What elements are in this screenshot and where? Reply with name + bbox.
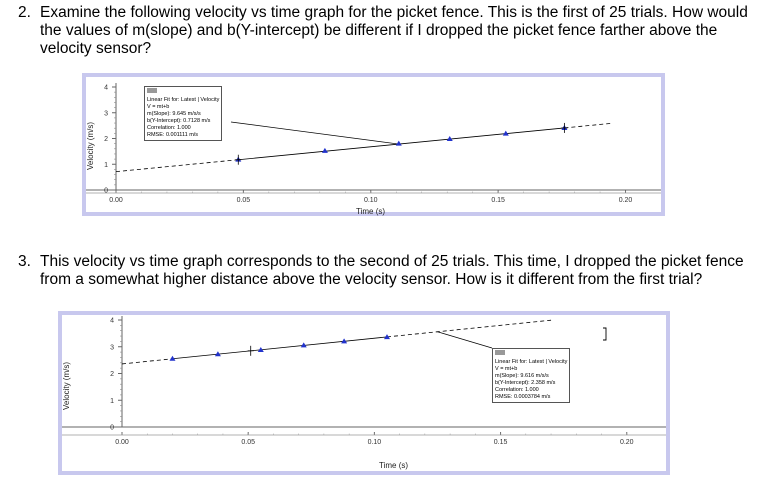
question-3-number: 3.: [18, 253, 31, 270]
y-tick-label: 3: [104, 110, 108, 117]
fit-box-leader: [437, 331, 493, 349]
fit-title: Linear Fit for: Latest | Velocity: [147, 97, 220, 103]
data-point: [395, 140, 402, 146]
data-point: [169, 355, 176, 361]
question-3: 3. This velocity vs time graph correspon…: [18, 253, 758, 289]
x-tick-label: 0.00: [115, 439, 129, 446]
graph-2-fit-box: Linear Fit for: Latest | Velocity V = mt…: [492, 348, 571, 403]
fit-box-icon: [147, 88, 157, 93]
fit-line-extension: [115, 159, 239, 173]
data-point: [214, 351, 221, 357]
graph-2-ylabel: Velocity (m/s): [62, 361, 71, 410]
x-tick-label: 0.05: [241, 439, 255, 446]
fit-intercept: b(Y-Intercept): 2.358 m/s: [495, 380, 556, 386]
fit-correlation: Correlation: 1.000: [495, 387, 539, 393]
fit-equation: V = mt+b: [147, 104, 170, 110]
x-tick-label: 0.20: [620, 439, 634, 446]
question-2-number: 2.: [18, 4, 31, 21]
y-tick-label: 4: [110, 318, 114, 325]
data-point: [300, 342, 307, 348]
data-point: [446, 136, 453, 142]
x-tick-label: 0.00: [109, 197, 123, 204]
fit-line-extension: [386, 319, 552, 338]
y-tick-label: 1: [104, 162, 108, 169]
graph-2-xlabel: Time (s): [379, 461, 409, 470]
data-point: [257, 346, 264, 352]
graph-1-fit-box: Linear Fit for: Latest | Velocity V = mt…: [144, 86, 223, 141]
y-tick-label: 0: [110, 425, 114, 432]
question-2: 2. Examine the following velocity vs tim…: [18, 4, 758, 58]
question-2-text: Examine the following velocity vs time g…: [40, 4, 748, 57]
data-point: [341, 338, 348, 344]
fit-line: [238, 127, 565, 161]
x-tick-label: 0.15: [491, 197, 505, 204]
y-tick-label: 4: [104, 85, 108, 92]
fit-intercept: b(Y-Intercept): 0.7128 m/s: [147, 118, 211, 124]
fit-line-extension: [121, 358, 173, 365]
graph-2-plot: 0 1 2 3 4 0.00 0.05 0.10 0.15 0.20: [62, 316, 666, 446]
x-tick-label: 0.15: [494, 439, 508, 446]
y-tick-label: 2: [104, 136, 108, 143]
velocity-time-graph-1: 0 1 2 3 4 0.00 0.05 0.10 0.15 0.20 Linear Fit for…: [82, 73, 665, 216]
question-3-text: This velocity vs time graph corresponds …: [40, 253, 744, 288]
y-tick-label: 0: [104, 188, 108, 195]
fit-box-icon: [495, 350, 505, 355]
region-bracket-end: [603, 327, 607, 341]
fit-line: [172, 336, 388, 360]
fit-rmse: RMSE: 0.001111 m/s: [147, 132, 199, 138]
graph-1-plot: 0 1 2 3 4 0.00 0.05 0.10 0.15 0.20: [86, 83, 661, 204]
x-tick-label: 0.20: [619, 197, 633, 204]
fit-equation: V = mt+b: [495, 366, 518, 372]
y-tick-label: 3: [110, 344, 114, 351]
fit-correlation: Correlation: 1.000: [147, 125, 191, 131]
graph-1-xlabel: Time (s): [356, 207, 386, 216]
velocity-time-graph-2: 0 1 2 3 4 0.00 0.05 0.10 0.15 0.20 Linear Fit for…: [58, 311, 670, 475]
fit-rmse: RMSE: 0.0003784 m/s: [495, 394, 551, 400]
fit-box-leader: [230, 121, 399, 145]
fit-slope: m(Slope): 9.616 m/s/s: [495, 373, 549, 379]
graph-1-ylabel: Velocity (m/s): [86, 121, 95, 170]
fit-line-extension: [564, 122, 613, 129]
data-point: [384, 334, 390, 340]
data-point: [502, 130, 509, 136]
fit-title: Linear Fit for: Latest | Velocity: [495, 359, 568, 365]
data-point: [321, 147, 328, 153]
y-tick-label: 1: [110, 398, 114, 405]
fit-slope: m(Slope): 9.645 m/s/s: [147, 111, 201, 117]
y-tick-label: 2: [110, 371, 114, 378]
x-tick-label: 0.10: [368, 439, 382, 446]
x-tick-label: 0.05: [237, 197, 251, 204]
x-tick-label: 0.10: [364, 197, 378, 204]
